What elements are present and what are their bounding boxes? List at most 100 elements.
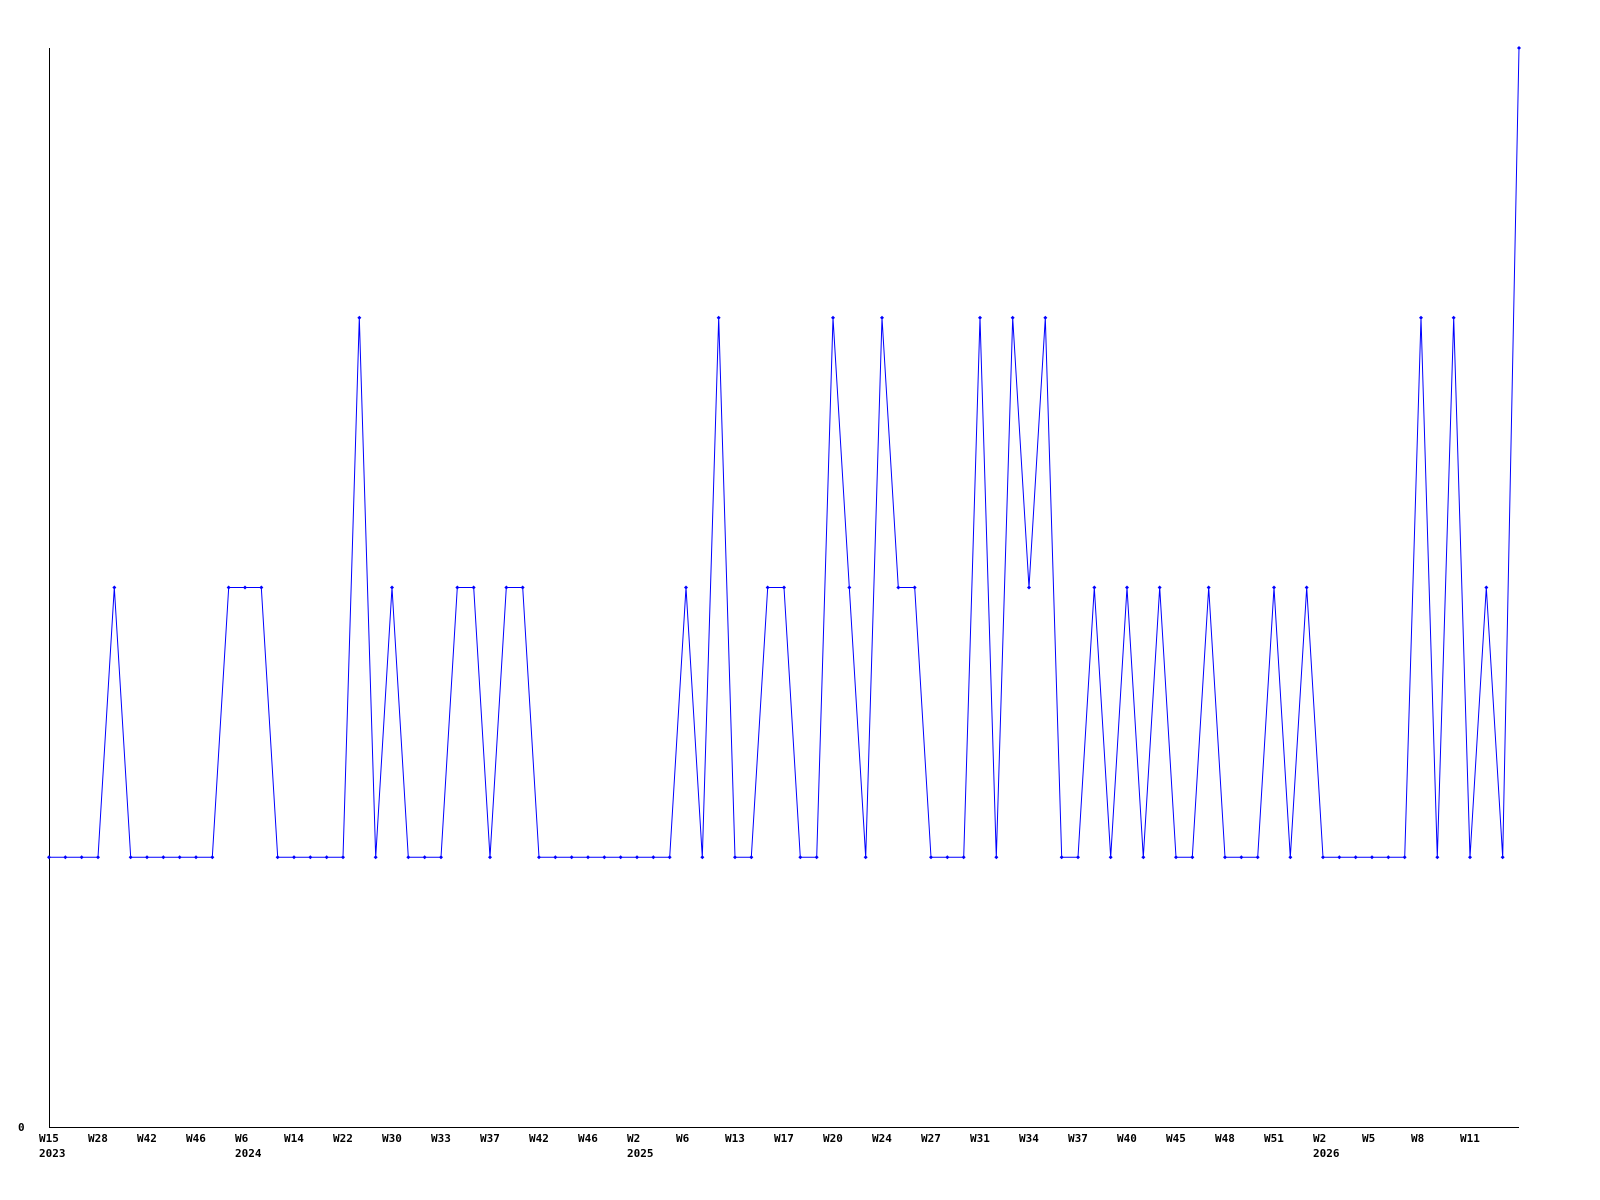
data-point — [1272, 585, 1276, 590]
data-point — [569, 855, 574, 860]
data-point — [749, 855, 754, 860]
x-tick-label: W45 — [1166, 1132, 1186, 1145]
data-point — [929, 855, 933, 860]
series-line — [49, 47, 1520, 858]
data-point — [63, 855, 68, 860]
data-point — [863, 855, 868, 860]
x-tick-label: W14 — [284, 1132, 304, 1145]
x-tick-label: W17 — [774, 1132, 794, 1145]
x-tick-label: W20 — [823, 1132, 843, 1145]
data-point — [700, 855, 705, 860]
data-point — [1043, 315, 1048, 320]
data-point — [798, 855, 803, 860]
x-year-label: 2025 — [627, 1147, 654, 1160]
data-point — [1419, 315, 1423, 320]
data-point — [733, 855, 737, 860]
data-point — [1500, 855, 1505, 860]
data-point — [1059, 855, 1064, 860]
data-point — [1321, 855, 1325, 860]
x-tick-label: W37 — [480, 1132, 500, 1145]
x-tick-label: W5 — [1362, 1132, 1375, 1145]
x-tick-label: W6 — [235, 1132, 249, 1145]
data-point — [716, 315, 721, 320]
data-point — [1288, 855, 1293, 860]
x-tick-label: W30 — [382, 1132, 402, 1145]
data-point — [1370, 855, 1374, 860]
data-point — [259, 585, 264, 590]
data-point — [814, 855, 819, 860]
data-point — [210, 855, 215, 860]
data-point — [390, 585, 394, 590]
data-point — [406, 855, 411, 860]
data-point — [635, 855, 639, 860]
data-point — [1092, 585, 1097, 590]
data-point — [1157, 585, 1162, 590]
x-tick-label: W51 — [1264, 1132, 1284, 1145]
data-point — [520, 585, 525, 590]
data-point — [128, 855, 133, 860]
data-point — [618, 855, 623, 860]
x-year-label: 2024 — [235, 1147, 262, 1160]
data-point — [586, 855, 590, 860]
data-point — [1125, 585, 1129, 590]
x-tick-label: W46 — [578, 1132, 598, 1145]
data-point — [1174, 855, 1178, 860]
data-point — [667, 855, 672, 860]
data-point — [602, 855, 607, 860]
data-point — [537, 855, 541, 860]
x-tick-label: W8 — [1411, 1132, 1424, 1145]
data-point — [1076, 855, 1080, 860]
data-point — [308, 855, 313, 860]
x-tick-label: W24 — [872, 1132, 892, 1145]
data-point — [1255, 855, 1260, 860]
data-point — [765, 585, 770, 590]
data-point — [488, 855, 492, 860]
data-point — [357, 315, 362, 320]
data-point — [1108, 855, 1113, 860]
data-point — [47, 855, 51, 860]
x-tick-label: W37 — [1068, 1132, 1088, 1145]
data-point — [782, 585, 786, 590]
data-point — [1435, 855, 1440, 860]
data-point — [1451, 315, 1456, 320]
x-tick-label: W34 — [1019, 1132, 1039, 1145]
data-point — [1484, 585, 1489, 590]
data-point — [945, 855, 950, 860]
data-point — [651, 855, 656, 860]
x-tick-label: W46 — [186, 1132, 206, 1145]
x-tick-label: W13 — [725, 1132, 745, 1145]
data-point — [341, 855, 345, 860]
data-point — [1304, 585, 1309, 590]
y-tick-label: 0 — [18, 1121, 25, 1134]
data-point — [978, 315, 982, 320]
data-point — [145, 855, 149, 860]
data-point — [471, 585, 476, 590]
data-point — [994, 855, 999, 860]
data-point — [1223, 855, 1227, 860]
data-point — [1206, 585, 1211, 590]
x-tick-label: W15 — [39, 1132, 59, 1145]
data-point — [1190, 855, 1195, 860]
data-point — [1239, 855, 1244, 860]
data-point — [961, 855, 966, 860]
x-year-label: 2026 — [1313, 1147, 1340, 1160]
data-point — [1386, 855, 1391, 860]
x-tick-label: W6 — [676, 1132, 690, 1145]
data-point — [324, 855, 329, 860]
data-point — [422, 855, 427, 860]
data-point — [1353, 855, 1358, 860]
data-point — [243, 585, 247, 590]
data-point — [1402, 855, 1407, 860]
x-tick-label: W28 — [88, 1132, 108, 1145]
data-point — [1468, 855, 1472, 860]
x-tick-label: W27 — [921, 1132, 941, 1145]
data-point — [275, 855, 280, 860]
x-tick-label: W48 — [1215, 1132, 1235, 1145]
x-tick-label: W11 — [1460, 1132, 1480, 1145]
x-tick-label: W22 — [333, 1132, 353, 1145]
x-tick-label: W33 — [431, 1132, 451, 1145]
data-point — [194, 855, 198, 860]
x-tick-label: W42 — [529, 1132, 549, 1145]
data-point — [504, 585, 509, 590]
